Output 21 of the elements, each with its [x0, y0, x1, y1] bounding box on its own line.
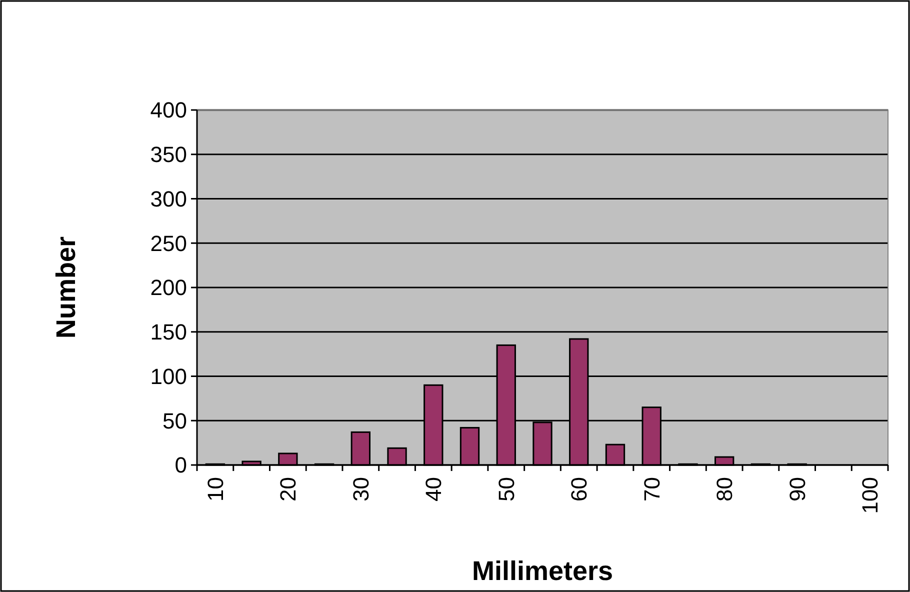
- x-tick-label: 90: [784, 477, 810, 502]
- x-tick-label: 70: [639, 477, 664, 502]
- x-tick-label: 100: [858, 477, 883, 514]
- y-tick-label: 400: [150, 98, 187, 123]
- x-tick-label: 30: [348, 477, 374, 502]
- y-tick-label: 300: [150, 186, 187, 212]
- y-tick-label: 0: [174, 452, 187, 478]
- y-tick-label: 150: [150, 320, 187, 345]
- y-tick-label: 350: [150, 142, 187, 168]
- x-tick-label: 80: [712, 477, 738, 502]
- x-tick-label: 60: [566, 477, 592, 502]
- y-axis-title: Number: [51, 236, 81, 339]
- x-axis-title: Millimeters: [472, 556, 614, 586]
- x-tick-label: 40: [421, 477, 446, 502]
- y-tick-label: 200: [150, 275, 187, 300]
- x-tick-label: 20: [276, 477, 301, 502]
- x-tick-label: 10: [202, 477, 228, 502]
- x-tick-label: 50: [494, 477, 519, 502]
- y-tick-label: 50: [162, 408, 187, 434]
- y-tick-label: 250: [150, 230, 187, 256]
- y-tick-label: 100: [150, 364, 187, 389]
